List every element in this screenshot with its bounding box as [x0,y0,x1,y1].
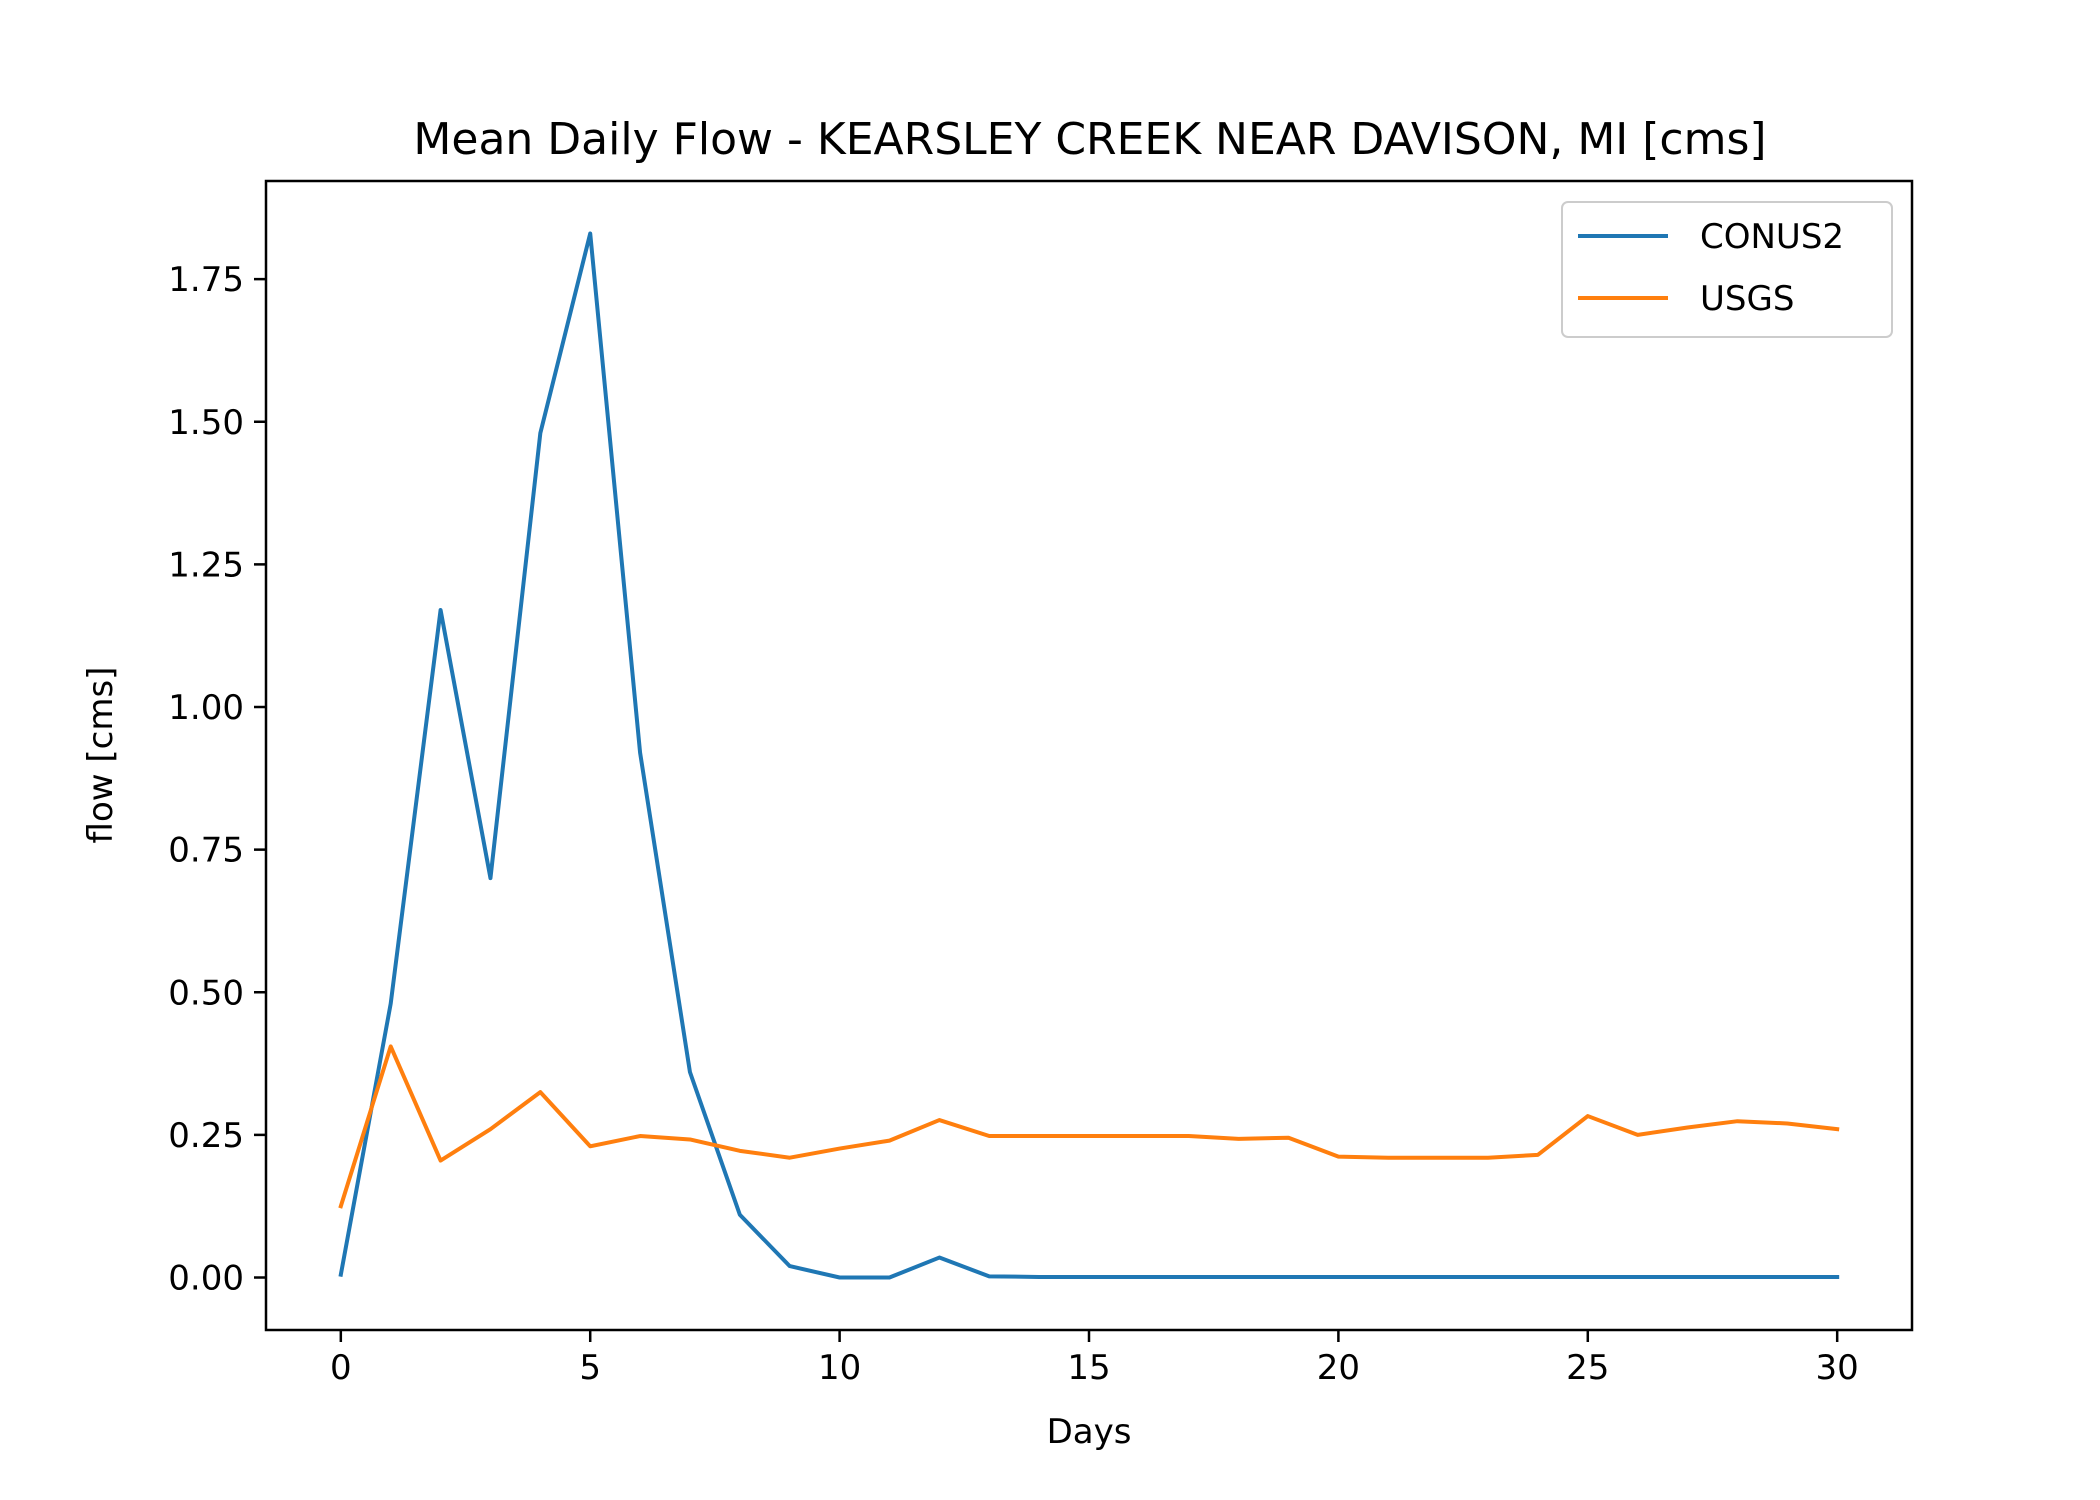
series-layer [338,231,1840,1280]
x-tick-label: 5 [579,1348,601,1388]
x-tick-label: 10 [818,1348,861,1388]
x-axis: 0 5 10 15 20 25 30 [330,1330,1859,1388]
legend-label-conus2: CONUS2 [1700,217,1844,257]
x-tick-label: 25 [1566,1348,1609,1388]
y-tick-label: 0.25 [168,1116,244,1156]
legend: CONUS2 USGS [1561,201,1893,338]
x-tick-label: 15 [1067,1348,1110,1388]
y-tick-label: 1.50 [168,403,244,443]
series-line-conus2 [338,231,1840,1280]
y-tick-label: 1.25 [168,545,244,585]
series-line-usgs [338,1044,1840,1209]
y-axis: 0.00 0.25 0.50 0.75 1.00 1.25 1.50 1.75 [168,260,266,1299]
x-axis-label: Days [1047,1412,1132,1452]
x-tick-label: 20 [1317,1348,1360,1388]
x-tick-label: 0 [330,1348,352,1388]
chart-title: Mean Daily Flow - KEARSLEY CREEK NEAR DA… [413,114,1766,165]
y-tick-label: 0.75 [168,831,244,871]
y-tick-label: 0.00 [168,1259,244,1299]
y-tick-label: 0.50 [168,973,244,1013]
x-tick-label: 30 [1816,1348,1859,1388]
y-axis-label: flow [cms] [81,667,121,844]
y-tick-label: 1.75 [168,260,244,300]
y-tick-label: 1.00 [168,688,244,728]
legend-label-usgs: USGS [1700,279,1794,319]
